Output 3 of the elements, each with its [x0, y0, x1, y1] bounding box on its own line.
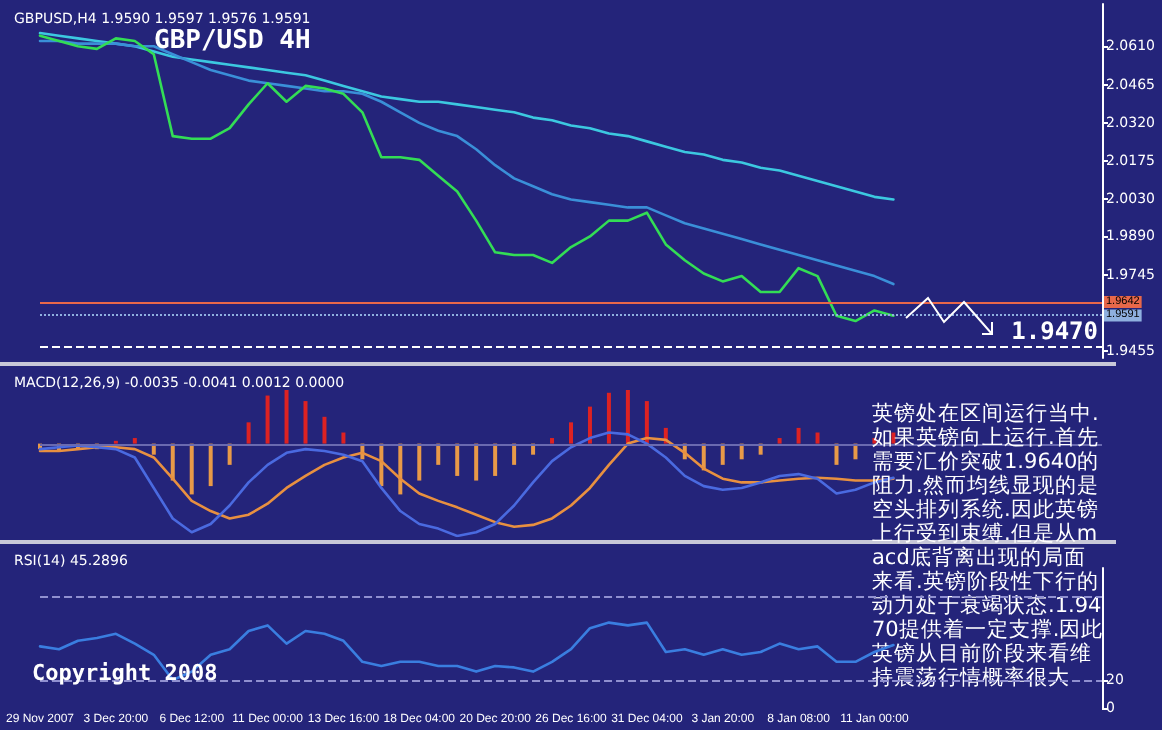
- annotation: Copyright 2008: [32, 660, 218, 686]
- text: GBP/USD 4H: [154, 26, 311, 56]
- ref-line-label: 1.9470: [1011, 317, 1098, 346]
